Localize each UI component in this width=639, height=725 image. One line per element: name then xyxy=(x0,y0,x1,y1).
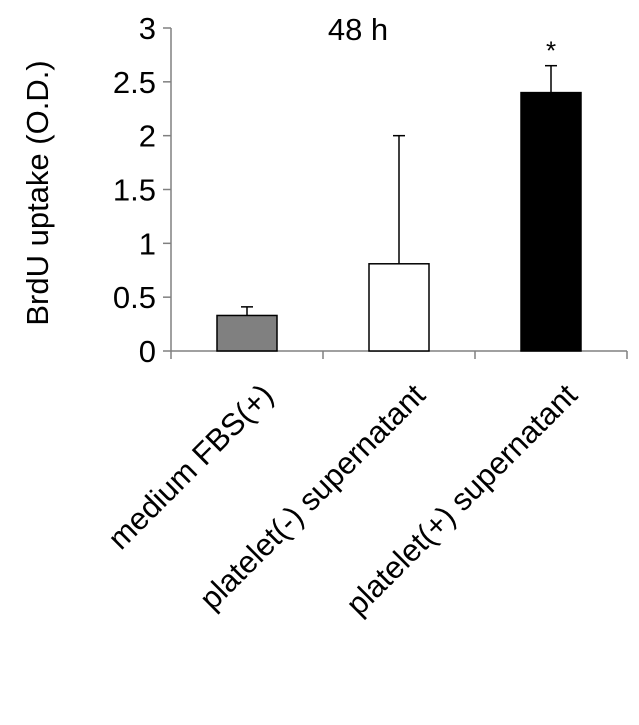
y-axis-label: BrdU uptake (O.D.) xyxy=(20,60,55,325)
bars xyxy=(216,91,582,352)
y-tick-label: 1 xyxy=(139,226,156,261)
y-tick-label: 2 xyxy=(139,119,156,154)
chart-title: 48 h xyxy=(328,12,388,47)
category-labels: medium FBS(+)platelet(-) supernatantplat… xyxy=(101,377,584,622)
bar xyxy=(368,263,430,352)
y-tick-label: 2.5 xyxy=(113,65,156,100)
category-label: medium FBS(+) xyxy=(101,377,280,556)
bar xyxy=(216,314,278,352)
bar xyxy=(520,91,582,352)
y-tick-label: 1.5 xyxy=(113,173,156,208)
significance-marks: * xyxy=(546,36,556,66)
y-tick-label: 3 xyxy=(139,11,156,46)
y-tick-label: 0 xyxy=(139,334,156,369)
significance-star: * xyxy=(546,36,556,66)
error-bars xyxy=(241,64,557,316)
x-axis-ticks xyxy=(170,351,628,359)
y-tick-label: 0.5 xyxy=(113,280,156,315)
y-axis-ticks: 0 0.5 1 1.5 2 2.5 3 xyxy=(113,11,171,369)
